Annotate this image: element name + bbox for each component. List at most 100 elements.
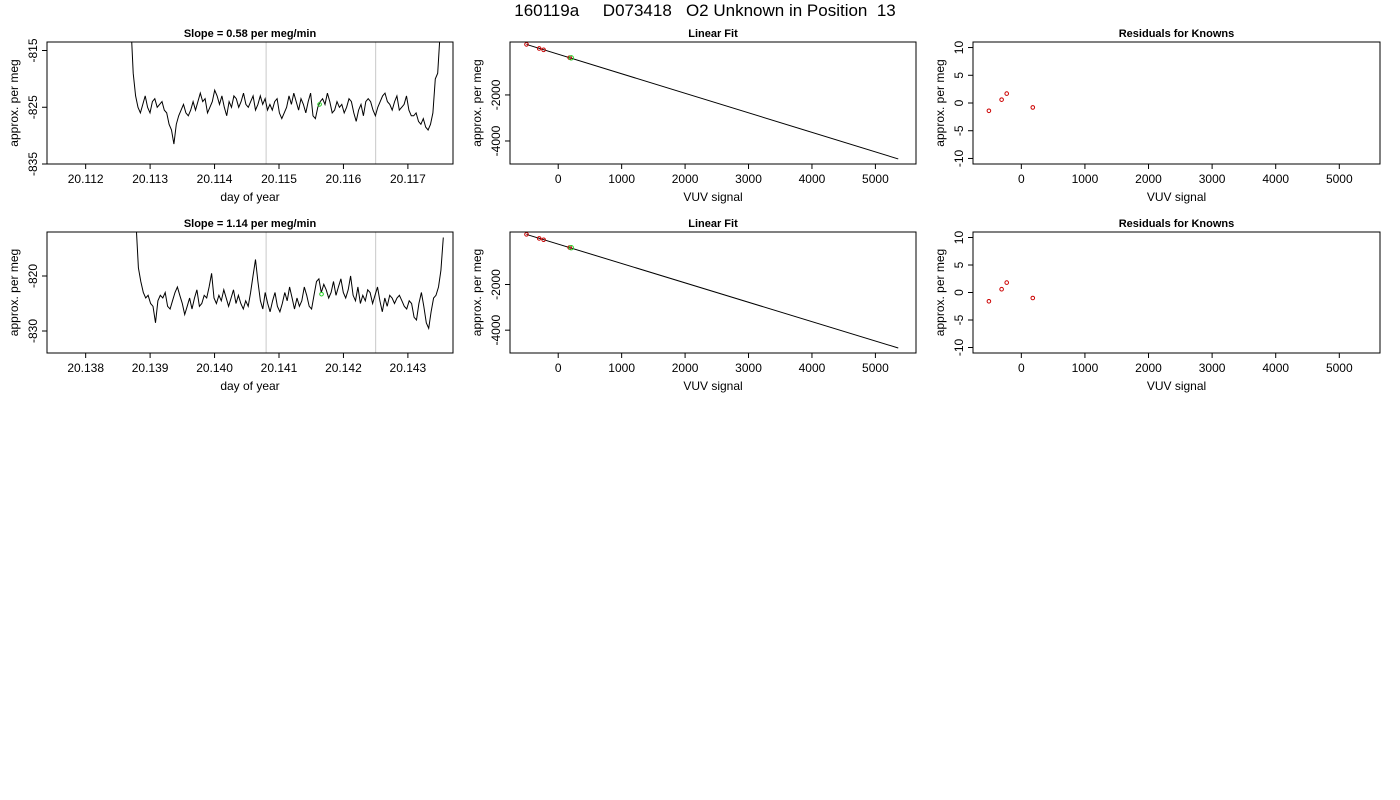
- timeseries-1-xtick-label: 20.113: [132, 172, 168, 186]
- timeseries-1-xtick-label: 20.114: [197, 172, 233, 186]
- residuals-1-panel: Residuals for Knowns 0 1000 2000 3000 4000 500…: [933, 28, 1381, 204]
- timeseries-2-xtick-label: 20.142: [325, 361, 362, 375]
- residuals-2-xtick-label: 5000: [1326, 361, 1353, 375]
- linear-fit-2-title: Linear Fit: [688, 218, 738, 230]
- timeseries-1-ylabel: approx. per meg: [7, 59, 21, 146]
- linear-fit-2-xtick-label: 0: [555, 361, 562, 375]
- linear-fit-1-xtick-label: 5000: [862, 172, 889, 186]
- residuals-1-known-point: [1030, 105, 1036, 110]
- residuals-2-ytick-label: 0: [952, 289, 966, 296]
- residuals-1-known-point: [986, 108, 992, 114]
- timeseries-1-frame: [46, 41, 454, 165]
- linear-fit-1-xtick-label: 4000: [799, 172, 826, 186]
- linear-fit-1-xtick-label: 3000: [735, 172, 762, 186]
- residuals-1-xlabel: VUV signal: [1147, 190, 1206, 204]
- residuals-2-panel: Residuals for Knowns 0 1000 2000 3000 4000 500…: [933, 218, 1381, 393]
- linear-fit-2-ytick-label: -2000: [489, 269, 503, 300]
- residuals-2-xtick-label: 4000: [1262, 361, 1289, 375]
- residuals-2-known-point: [1030, 295, 1036, 301]
- linear-fit-2-xlabel: VUV signal: [683, 379, 742, 393]
- residuals-2-ylabel: approx. per meg: [933, 249, 947, 336]
- residuals-1-xtick-label: 0: [1018, 172, 1025, 186]
- linear-fit-2-ytick-label: -4000: [489, 315, 503, 346]
- timeseries-2-xtick-label: 20.140: [196, 361, 233, 375]
- linear-fit-2-unknown-point: [568, 245, 574, 251]
- residuals-2-ytick-label: -10: [952, 339, 966, 357]
- linear-fit-1-unknown-point: [568, 55, 574, 61]
- linear-fit-1-xtick-label: 1000: [608, 172, 635, 186]
- timeseries-2-ytick-label: -820: [26, 264, 40, 288]
- residuals-2-xtick-label: 3000: [1199, 361, 1226, 375]
- linear-fit-1-frame: [509, 41, 917, 165]
- residuals-1-known-point: [1004, 91, 1010, 96]
- timeseries-2-xtick-label: 20.143: [390, 361, 427, 375]
- timeseries-2-xtick-label: 20.138: [67, 361, 104, 375]
- residuals-1-xtick-label: 1000: [1072, 172, 1099, 186]
- linear-fit-1-xlabel: VUV signal: [683, 190, 742, 204]
- residuals-2-xlabel: VUV signal: [1147, 379, 1206, 393]
- linear-fit-1-xtick-label: 0: [555, 172, 562, 186]
- timeseries-2-unknown-point: [319, 291, 324, 297]
- residuals-2-xtick-label: 2000: [1135, 361, 1162, 375]
- residuals-2-known-point: [999, 286, 1004, 292]
- residuals-1-ytick-label: 0: [952, 99, 966, 106]
- timeseries-2-panel: Slope = 1.14 per meg/min 20.138 20.139 20.1…: [7, 218, 454, 393]
- residuals-2-known-point: [1004, 280, 1010, 285]
- linear-fit-2-known-point: [541, 237, 546, 243]
- linear-fit-1-fit-line: [526, 43, 899, 160]
- residuals-1-title: Residuals for Knowns: [1119, 28, 1235, 40]
- residuals-1-xtick-label: 2000: [1135, 172, 1162, 186]
- timeseries-1-xtick-label: 20.116: [326, 172, 362, 186]
- residuals-2-ytick-label: 10: [952, 231, 966, 245]
- linear-fit-1-ytick-label: -4000: [489, 125, 503, 156]
- linear-fit-2-xtick-label: 1000: [608, 361, 635, 375]
- residuals-1-ytick-label: -5: [952, 125, 966, 136]
- residuals-2-known-point: [986, 299, 992, 304]
- timeseries-1-panel: Slope = 0.58 per meg/min 20.112 20.113 20.1…: [7, 28, 454, 204]
- linear-fit-1-known-point: [536, 46, 542, 51]
- timeseries-1-series-line: [131, 42, 441, 145]
- linear-fit-2-panel: Linear Fit 0 1000 2000 3000 4000 5000 -4000 -200…: [470, 218, 917, 393]
- residuals-1-ylabel: approx. per meg: [933, 59, 947, 146]
- timeseries-1-unknown-point: [317, 102, 322, 107]
- residuals-2-xtick-label: 0: [1018, 361, 1025, 375]
- timeseries-1-xtick-label: 20.112: [68, 172, 104, 186]
- linear-fit-1-known-point: [541, 47, 546, 53]
- residuals-1-ytick-label: 10: [952, 41, 966, 55]
- residuals-1-xtick-label: 4000: [1262, 172, 1289, 186]
- timeseries-2-xtick-label: 20.141: [261, 361, 298, 375]
- linear-fit-2-fit-line: [526, 233, 899, 349]
- timeseries-2-xlabel: day of year: [220, 379, 279, 393]
- residuals-1-xtick-label: 3000: [1199, 172, 1226, 186]
- residuals-2-title: Residuals for Knowns: [1119, 218, 1235, 230]
- timeseries-1-ytick-label: -835: [26, 152, 40, 176]
- timeseries-1-xlabel: day of year: [220, 190, 279, 204]
- residuals-2-frame: [972, 231, 1381, 354]
- residuals-2-xtick-label: 1000: [1072, 361, 1099, 375]
- timeseries-1-xtick-label: 20.117: [390, 172, 426, 186]
- timeseries-2-title: Slope = 1.14 per meg/min: [184, 218, 317, 230]
- linear-fit-1-ytick-label: -2000: [489, 79, 503, 110]
- timeseries-1-xtick-label: 20.115: [261, 172, 297, 186]
- timeseries-1-title: Slope = 0.58 per meg/min: [184, 28, 317, 40]
- residuals-1-xtick-label: 5000: [1326, 172, 1353, 186]
- linear-fit-1-title: Linear Fit: [688, 28, 738, 40]
- residuals-1-ytick-label: -10: [952, 149, 966, 167]
- linear-fit-1-xtick-label: 2000: [672, 172, 699, 186]
- timeseries-1-ytick-label: -815: [26, 38, 40, 62]
- linear-fit-1-known-point: [524, 42, 529, 47]
- timeseries-2-frame: [46, 231, 454, 354]
- timeseries-2-ytick-label: -830: [26, 319, 40, 343]
- residuals-1-ytick-label: 5: [952, 72, 966, 79]
- timeseries-1-ytick-label: -825: [26, 95, 40, 119]
- residuals-2-ytick-label: -5: [952, 314, 966, 325]
- linear-fit-2-xtick-label: 5000: [862, 361, 889, 375]
- linear-fit-1-ylabel: approx. per meg: [470, 59, 484, 146]
- linear-fit-2-known-point: [524, 232, 529, 237]
- timeseries-2-ylabel: approx. per meg: [7, 249, 21, 336]
- residuals-1-frame: [972, 41, 1381, 165]
- timeseries-2-series-line: [135, 232, 444, 331]
- residuals-1-known-point: [999, 97, 1004, 102]
- residuals-2-ytick-label: 5: [952, 261, 966, 268]
